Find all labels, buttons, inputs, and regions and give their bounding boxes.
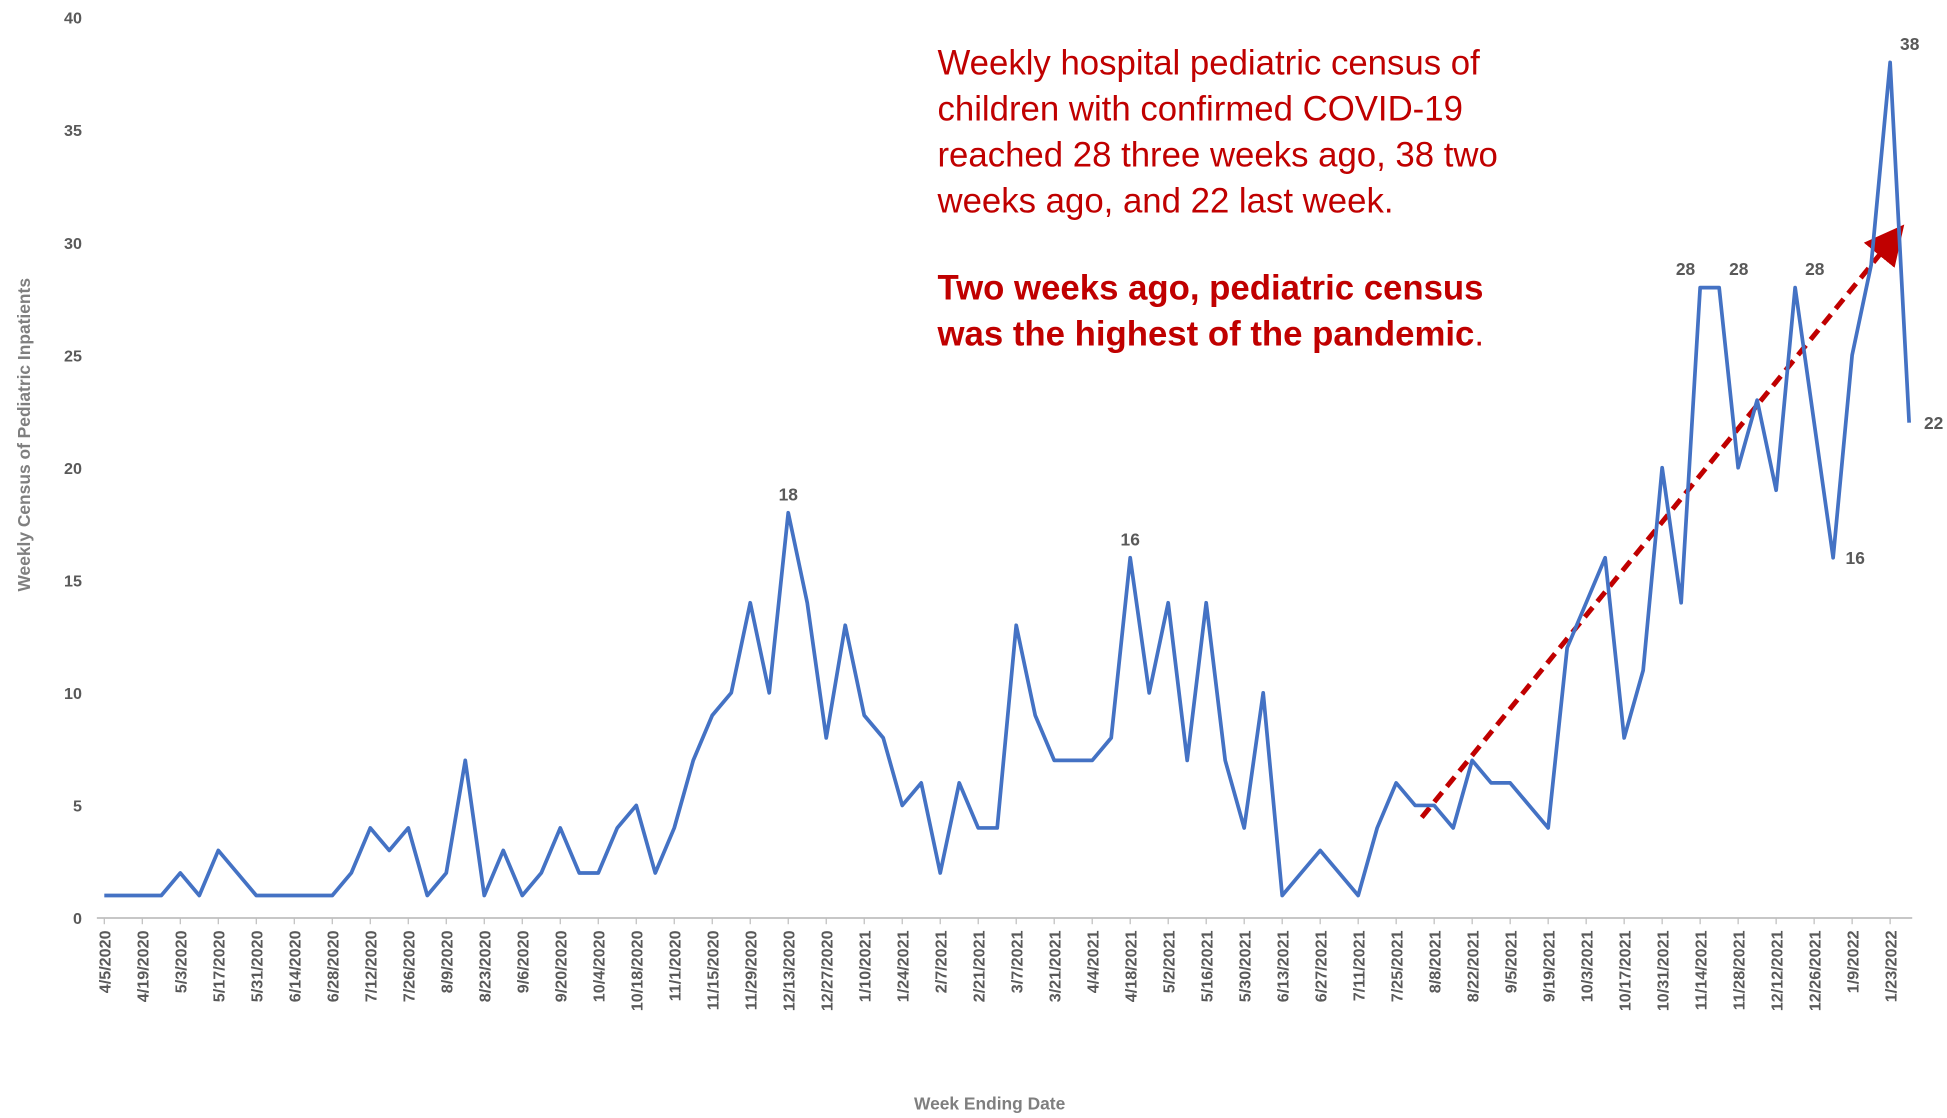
x-tick-label: 9/19/2021 — [1540, 930, 1558, 1002]
x-tick-label: 3/7/2021 — [1008, 930, 1026, 993]
x-tick-label: 6/13/2021 — [1274, 930, 1292, 1002]
x-tick-label: 11/14/2021 — [1692, 930, 1710, 1010]
annotation-bold-line: Two weeks ago, pediatric census — [937, 269, 1483, 307]
annotation-line: children with confirmed COVID-19 — [937, 90, 1462, 128]
y-tick-label: 25 — [64, 347, 82, 365]
trend-arrow — [1419, 224, 1905, 819]
series-line — [104, 60, 1911, 898]
x-tick-label: 7/25/2021 — [1388, 930, 1406, 1002]
x-tick-label: 9/5/2021 — [1502, 930, 1520, 993]
x-tick-label: 5/3/2020 — [173, 930, 191, 993]
data-label: 22 — [1924, 413, 1943, 433]
annotation-suffix: . — [1474, 315, 1484, 353]
x-tick-label: 4/5/2020 — [97, 930, 115, 993]
x-tick-label: 9/20/2020 — [552, 930, 570, 1002]
y-tick-label: 30 — [64, 235, 82, 253]
x-tick-label: 10/17/2021 — [1616, 930, 1634, 1011]
x-tick-label: 5/17/2020 — [211, 930, 229, 1002]
x-tick-label: 11/1/2020 — [666, 930, 684, 1001]
y-tick-label: 35 — [64, 122, 82, 140]
x-tick-label: 10/18/2020 — [628, 930, 646, 1011]
x-tick-label: 7/12/2020 — [362, 930, 380, 1002]
x-tick-label: 2/7/2021 — [932, 930, 950, 993]
x-tick-label: 11/15/2020 — [704, 930, 722, 1010]
annotation-bold-text: was the highest of the pandemic — [936, 315, 1474, 353]
y-tick-label: 15 — [64, 572, 82, 590]
y-tick-label: 20 — [64, 460, 82, 478]
x-tick-label: 10/31/2021 — [1654, 930, 1672, 1011]
x-axis-title: Week Ending Date — [914, 1093, 1066, 1113]
data-label: 28 — [1676, 259, 1696, 279]
annotation-line: weeks ago, and 22 last week. — [936, 182, 1393, 220]
x-tick-label: 1/10/2021 — [856, 930, 874, 1002]
y-tick-label: 0 — [73, 910, 82, 928]
y-tick-label: 10 — [64, 685, 82, 703]
x-tick-label: 4/19/2020 — [135, 930, 153, 1002]
x-tick-label: 5/2/2021 — [1160, 930, 1178, 993]
data-label: 16 — [1121, 529, 1141, 549]
x-tick-label: 8/23/2020 — [476, 930, 494, 1002]
x-tick-label: 6/27/2021 — [1312, 930, 1330, 1002]
x-tick-label: 8/8/2021 — [1426, 930, 1444, 993]
annotation-bold-line: was the highest of the pandemic. — [936, 315, 1484, 353]
x-tick-label: 12/13/2020 — [780, 930, 798, 1011]
annotation-line: reached 28 three weeks ago, 38 two — [937, 136, 1497, 174]
y-axis-title: Weekly Census of Pediatric Inpatients — [14, 278, 34, 592]
x-tick-label: 3/21/2021 — [1046, 930, 1064, 1002]
x-tick-label: 12/27/2020 — [818, 930, 836, 1011]
x-tick-label: 4/18/2021 — [1122, 930, 1140, 1002]
x-tick-label: 2/21/2021 — [970, 930, 988, 1002]
x-tick-label: 6/28/2020 — [324, 930, 342, 1002]
x-tick-label: 8/22/2021 — [1464, 930, 1482, 1002]
data-label: 16 — [1846, 548, 1866, 568]
y-tick-label: 5 — [73, 798, 82, 816]
x-tick-label: 10/4/2020 — [590, 930, 608, 1002]
x-tick-label: 11/28/2021 — [1730, 930, 1748, 1010]
x-tick-label: 5/31/2020 — [249, 930, 267, 1002]
x-tick-label: 9/6/2020 — [514, 930, 532, 993]
x-tick-label: 8/9/2020 — [438, 930, 456, 993]
annotation-line: Weekly hospital pediatric census of — [937, 45, 1480, 83]
data-label: 28 — [1729, 259, 1749, 279]
x-tick-label: 1/24/2021 — [894, 930, 912, 1002]
x-tick-label: 6/14/2020 — [286, 930, 304, 1002]
x-tick-label: 12/12/2021 — [1768, 930, 1786, 1011]
annotation-bold-text: Two weeks ago, pediatric census — [937, 269, 1483, 307]
x-tick-label: 11/29/2020 — [742, 930, 760, 1010]
x-tick-label: 1/9/2022 — [1844, 930, 1862, 993]
x-tick-label: 12/26/2021 — [1806, 930, 1824, 1011]
x-tick-label: 10/3/2021 — [1578, 930, 1596, 1002]
data-label: 38 — [1900, 34, 1920, 54]
x-tick-label: 7/26/2020 — [400, 930, 418, 1002]
y-tick-label: 40 — [64, 10, 82, 28]
x-tick-label: 4/4/2021 — [1084, 930, 1102, 993]
x-tick-label: 1/23/2022 — [1882, 930, 1900, 1002]
data-label: 18 — [779, 484, 799, 504]
data-label: 28 — [1805, 259, 1825, 279]
x-tick-label: 5/16/2021 — [1198, 930, 1216, 1002]
x-tick-label: 7/11/2021 — [1350, 930, 1368, 1001]
x-tick-label: 5/30/2021 — [1236, 930, 1254, 1002]
